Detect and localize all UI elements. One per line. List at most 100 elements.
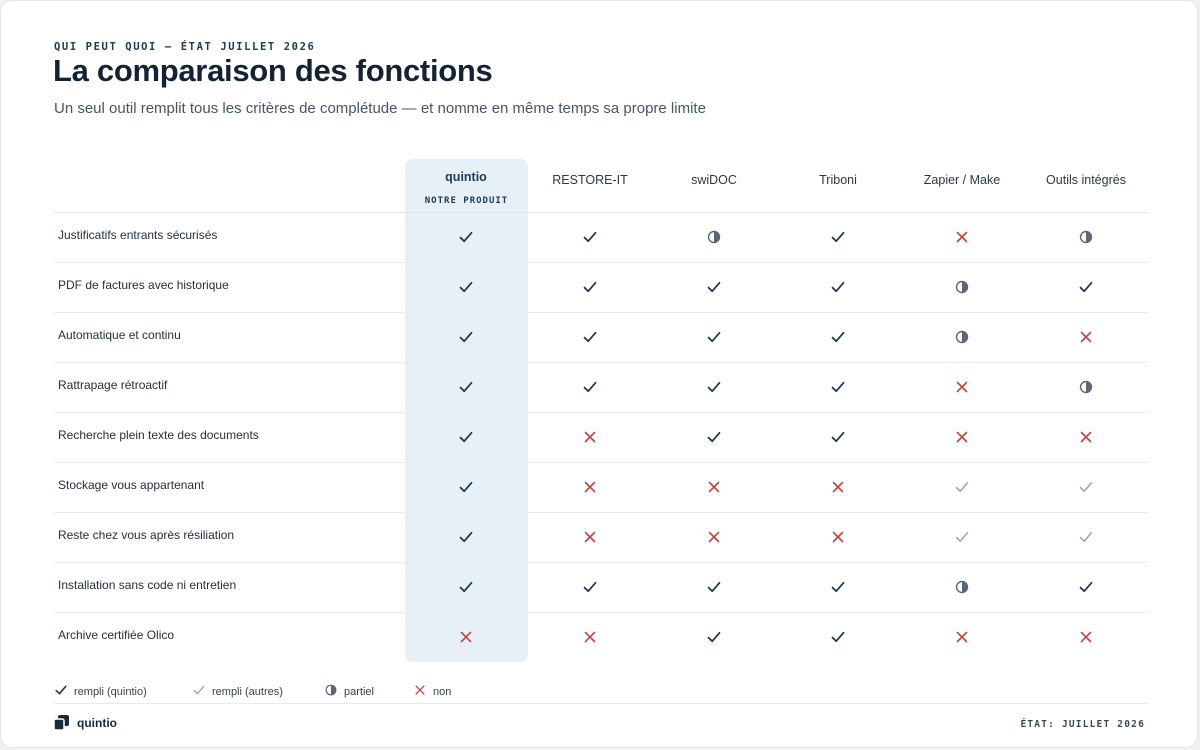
partial-icon (954, 329, 972, 347)
partial-icon (324, 683, 338, 702)
partial-icon (1078, 379, 1096, 397)
check-primary-icon (830, 429, 848, 447)
cross-icon (954, 379, 972, 397)
cross-icon (954, 629, 972, 647)
row-label: Archive certifiée Olico (58, 628, 175, 642)
column-header: Outils intégrés (1046, 173, 1126, 187)
check-primary-icon (582, 329, 600, 347)
legend-label: rempli (quintio) (74, 686, 147, 698)
check-primary-icon (706, 329, 724, 347)
check-primary-icon (830, 629, 848, 647)
check-primary-icon (54, 683, 68, 702)
row-divider (54, 312, 1148, 313)
row-label: Installation sans code ni entretien (58, 578, 237, 592)
partial-icon (706, 229, 724, 247)
cross-icon (458, 629, 476, 647)
cross-icon (706, 479, 724, 497)
check-primary-icon (458, 229, 476, 247)
column-header: quintio (445, 170, 487, 184)
check-primary-icon (830, 379, 848, 397)
legend-item: partiel (324, 684, 374, 700)
check-primary-icon (458, 379, 476, 397)
legend-item: rempli (quintio) (54, 684, 147, 700)
column-header: swiDOC (691, 173, 737, 187)
check-primary-icon (706, 629, 724, 647)
check-other-icon (1078, 529, 1096, 547)
row-divider (54, 562, 1148, 563)
check-primary-icon (458, 479, 476, 497)
check-primary-icon (1078, 279, 1096, 297)
footer-divider (54, 703, 1148, 704)
check-primary-icon (458, 329, 476, 347)
column-header: Zapier / Make (923, 173, 1001, 187)
check-primary-icon (582, 379, 600, 397)
row-label: Reste chez vous après résiliation (58, 528, 235, 542)
check-primary-icon (582, 579, 600, 597)
check-primary-icon (830, 579, 848, 597)
row-divider (54, 462, 1148, 463)
row-divider (54, 262, 1148, 263)
row-label: PDF de factures avec historique (58, 278, 229, 292)
legend-label: non (433, 686, 452, 698)
cross-icon (413, 683, 427, 702)
check-other-icon (192, 683, 206, 702)
column-header: RESTORE-IT (552, 173, 628, 187)
check-primary-icon (1078, 579, 1096, 597)
cross-icon (1078, 429, 1096, 447)
legend-item: rempli (autres) (192, 684, 283, 700)
cross-icon (582, 529, 600, 547)
highlight-column (405, 159, 528, 662)
check-primary-icon (458, 279, 476, 297)
check-other-icon (954, 479, 972, 497)
cross-icon (1078, 329, 1096, 347)
cross-icon (1078, 629, 1096, 647)
check-primary-icon (706, 279, 724, 297)
cross-icon (830, 479, 848, 497)
check-other-icon (954, 529, 972, 547)
partial-icon (1078, 229, 1096, 247)
row-divider (54, 412, 1148, 413)
cross-icon (830, 529, 848, 547)
check-primary-icon (458, 579, 476, 597)
check-primary-icon (706, 579, 724, 597)
cross-icon (954, 229, 972, 247)
our-product-badge: NOTRE PRODUIT (424, 196, 509, 206)
quintio-logo-icon (54, 715, 69, 730)
page-subtitle: Un seul outil remplit tous les critères … (54, 100, 706, 117)
cross-icon (706, 529, 724, 547)
check-primary-icon (830, 229, 848, 247)
legend-label: rempli (autres) (212, 686, 283, 698)
status-date: ÉTAT: JUILLET 2026 (1020, 719, 1145, 730)
logo-name: quintio (77, 715, 117, 730)
cross-icon (582, 629, 600, 647)
row-label: Justificatifs entrants sécurisés (58, 228, 218, 242)
footer-logo: quintio (54, 715, 117, 730)
check-primary-icon (582, 229, 600, 247)
check-primary-icon (706, 429, 724, 447)
row-divider (54, 512, 1148, 513)
partial-icon (954, 579, 972, 597)
row-divider (54, 612, 1148, 613)
column-header: Triboni (819, 173, 857, 187)
row-label: Recherche plein texte des documents (58, 428, 259, 442)
cross-icon (582, 479, 600, 497)
page-title: La comparaison des fonctions (53, 53, 493, 88)
check-primary-icon (830, 279, 848, 297)
check-primary-icon (458, 529, 476, 547)
check-primary-icon (706, 379, 724, 397)
row-label: Rattrapage rétroactif (58, 378, 168, 392)
cross-icon (582, 429, 600, 447)
legend-item: non (413, 684, 451, 700)
check-other-icon (1078, 479, 1096, 497)
eyebrow: QUI PEUT QUOI — ÉTAT JUILLET 2026 (54, 41, 316, 53)
cross-icon (954, 429, 972, 447)
legend-label: partiel (344, 686, 374, 698)
header-divider (54, 212, 1148, 213)
check-primary-icon (830, 329, 848, 347)
row-label: Automatique et continu (58, 328, 181, 342)
row-label: Stockage vous appartenant (58, 478, 205, 492)
partial-icon (954, 279, 972, 297)
row-divider (54, 362, 1148, 363)
check-primary-icon (582, 279, 600, 297)
